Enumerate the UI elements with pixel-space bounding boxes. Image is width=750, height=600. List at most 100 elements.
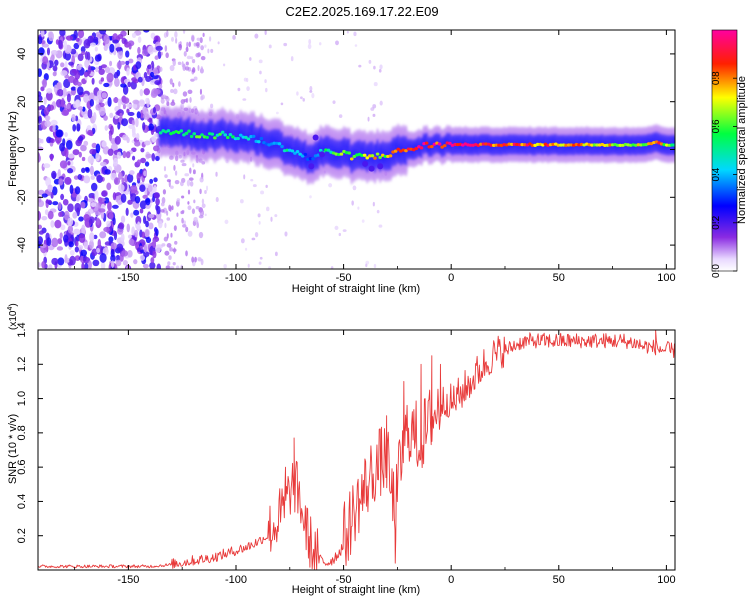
noise-blob (136, 132, 140, 141)
noise-blob (71, 113, 76, 122)
colorbar-tick-label: 0.8 (711, 71, 722, 85)
noise-blob (283, 42, 288, 47)
noise-blob (259, 256, 263, 260)
ridge-peak (430, 145, 434, 149)
noise-blob (239, 199, 244, 204)
colorbar-ticks: 0.0 0.2 0.4 0.6 0.8 (711, 71, 737, 278)
noise-blob (162, 94, 167, 99)
noise-blob (109, 43, 115, 53)
noise-blob (116, 151, 122, 159)
ridge-peak (259, 136, 264, 141)
ridge-peak (192, 132, 197, 136)
noise-blob (342, 229, 347, 232)
noise-blob (69, 249, 75, 256)
ridge-peak (641, 143, 646, 147)
noise-blob (45, 115, 51, 121)
noise-blob (77, 86, 84, 96)
ridge-core-layer (158, 129, 675, 172)
noise-blob (90, 202, 96, 208)
spectrogram-x-ticks: -150 -100 -50 0 50 100 (74, 30, 676, 284)
noise-blob (147, 184, 153, 193)
noise-blob (378, 68, 382, 73)
noise-blob (258, 59, 263, 64)
ridge-peak (179, 129, 184, 133)
noise-blob (57, 169, 61, 177)
noise-blob (65, 35, 74, 41)
noise-blob (136, 172, 141, 181)
noise-blob (88, 208, 94, 214)
noise-blob (63, 40, 68, 51)
noise-blob (332, 100, 336, 104)
noise-blob (368, 59, 372, 64)
ridge-peak (510, 142, 514, 146)
noise-blob (210, 103, 214, 109)
ridge-peak (277, 142, 282, 146)
snr-y-multiplier: (x104) (7, 303, 19, 330)
noise-blob (88, 92, 95, 102)
noise-blob (74, 202, 81, 213)
noise-blob (103, 227, 110, 233)
noise-blob (38, 230, 44, 235)
noise-blob (145, 204, 151, 210)
snr-x-ticks: -150 -100 -50 0 50 100 (74, 330, 676, 586)
noise-blob (173, 247, 176, 254)
noise-blob (104, 169, 111, 175)
noise-blob (142, 122, 146, 131)
spectrogram-x-tick-label: 0 (448, 272, 454, 284)
chart-title: C2E2.2025.169.17.22.E09 (285, 4, 438, 19)
noise-blob (119, 112, 123, 119)
noise-blob (109, 60, 113, 67)
noise-blob (181, 217, 184, 224)
noise-blob (176, 212, 179, 217)
noise-blob (74, 255, 81, 262)
ridge-peak (375, 152, 380, 156)
noise-blob (94, 54, 101, 62)
ridge-side-blob (319, 151, 326, 158)
noise-blob (51, 170, 57, 179)
noise-blob (139, 89, 144, 97)
noise-blob (96, 247, 101, 254)
snr-y-tick-label: 1.2 (16, 357, 28, 372)
noise-blob (346, 30, 349, 34)
ridge-peak (512, 142, 517, 146)
noise-blob (160, 202, 165, 207)
ridge-peak (378, 155, 382, 160)
noise-blob (183, 98, 188, 103)
noise-blob (137, 46, 141, 55)
noise-blob (54, 219, 62, 229)
colorbar-tick-label: 0.2 (711, 215, 722, 229)
noise-blob (121, 177, 125, 185)
snr-x-label: Height of straight line (km) (292, 584, 420, 596)
noise-blob (365, 263, 368, 268)
noise-blob (182, 30, 186, 34)
noise-blob (254, 231, 259, 238)
noise-blob (199, 88, 203, 95)
noise-blob (199, 209, 205, 217)
noise-blob (328, 183, 333, 188)
noise-blob (172, 59, 176, 67)
noise-blob (153, 177, 158, 183)
ridge-peak (442, 144, 447, 148)
noise-blob (50, 220, 55, 228)
noise-blob (254, 33, 259, 39)
noise-blob (117, 200, 122, 206)
noise-blob (122, 260, 128, 266)
noise-blob (155, 244, 161, 253)
noise-blob (120, 193, 127, 203)
noise-blob (142, 106, 147, 115)
noise-blob (84, 51, 89, 60)
noise-blob (101, 140, 107, 148)
noise-blob (118, 184, 125, 192)
noise-blob (38, 152, 41, 163)
noise-blob (59, 160, 68, 169)
noise-blob (127, 81, 132, 88)
colorbar: 0.0 0.2 0.4 0.6 0.8 Normalized spectral ampl… (711, 29, 748, 278)
noise-blob (83, 140, 89, 147)
noise-blob (232, 34, 236, 40)
noise-blob (57, 257, 65, 266)
noise-blob (95, 66, 99, 73)
noise-blob (330, 266, 334, 269)
ridge-peak (347, 151, 351, 155)
noise-blob (120, 83, 127, 88)
noise-blob (114, 135, 121, 145)
